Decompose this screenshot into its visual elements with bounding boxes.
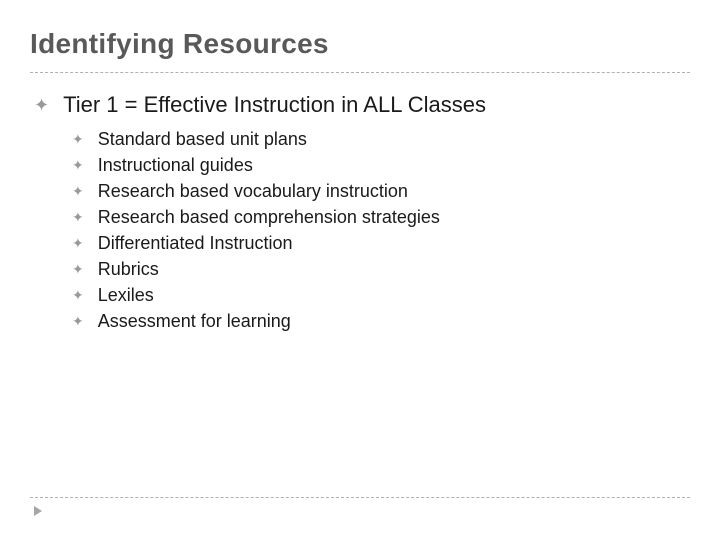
list-item: ✦ Research based comprehension strategie… bbox=[72, 205, 690, 229]
level2-text: Instructional guides bbox=[98, 153, 253, 177]
level2-text: Standard based unit plans bbox=[98, 127, 307, 151]
level2-list: ✦ Standard based unit plans ✦ Instructio… bbox=[30, 127, 690, 333]
bullet-icon: ✦ bbox=[72, 257, 84, 281]
bullet-icon: ✦ bbox=[72, 309, 84, 333]
arrow-right-icon bbox=[34, 506, 42, 516]
level2-text: Lexiles bbox=[98, 283, 154, 307]
bullet-icon: ✦ bbox=[72, 205, 84, 229]
bullet-icon: ✦ bbox=[72, 179, 84, 203]
bullet-icon: ✦ bbox=[34, 91, 49, 119]
level2-text: Research based vocabulary instruction bbox=[98, 179, 408, 203]
level2-text: Research based comprehension strategies bbox=[98, 205, 440, 229]
bullet-icon: ✦ bbox=[72, 127, 84, 151]
list-item: ✦ Differentiated Instruction bbox=[72, 231, 690, 255]
list-item: ✦ Lexiles bbox=[72, 283, 690, 307]
bullet-icon: ✦ bbox=[72, 283, 84, 307]
slide-title: Identifying Resources bbox=[30, 28, 690, 73]
list-item: ✦ Assessment for learning bbox=[72, 309, 690, 333]
list-item: ✦ Rubrics bbox=[72, 257, 690, 281]
level2-text: Differentiated Instruction bbox=[98, 231, 293, 255]
slide-container: Identifying Resources ✦ Tier 1 = Effecti… bbox=[0, 0, 720, 540]
bullet-icon: ✦ bbox=[72, 153, 84, 177]
level1-text: Tier 1 = Effective Instruction in ALL Cl… bbox=[63, 91, 486, 119]
list-item: ✦ Instructional guides bbox=[72, 153, 690, 177]
list-item: ✦ Research based vocabulary instruction bbox=[72, 179, 690, 203]
level2-text: Rubrics bbox=[98, 257, 159, 281]
bullet-level1: ✦ Tier 1 = Effective Instruction in ALL … bbox=[30, 91, 690, 119]
list-item: ✦ Standard based unit plans bbox=[72, 127, 690, 151]
bullet-icon: ✦ bbox=[72, 231, 84, 255]
level2-text: Assessment for learning bbox=[98, 309, 291, 333]
footer-divider bbox=[30, 497, 690, 498]
